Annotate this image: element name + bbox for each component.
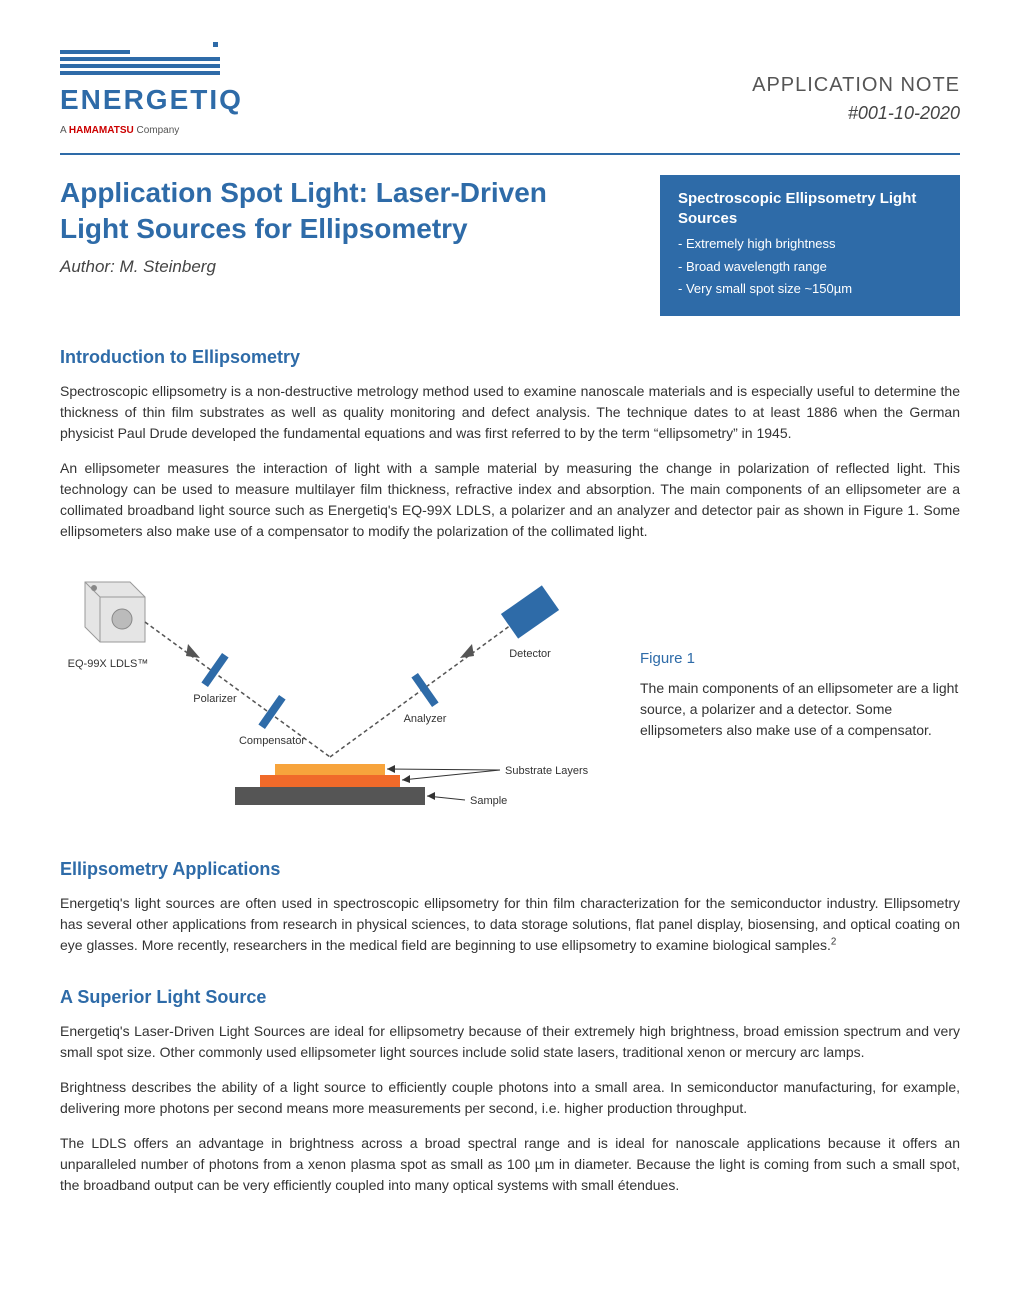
analyzer-label: Analyzer [404,713,447,725]
title-block: Application Spot Light: Laser-Driven Lig… [60,175,630,279]
logo-bars-icon [60,50,220,75]
figure-caption-text: The main components of an ellipsometer a… [640,678,960,741]
substrate-mid-icon [260,775,400,787]
main-title: Application Spot Light: Laser-Driven Lig… [60,175,630,248]
sidebar-item: Very small spot size ~150µm [678,279,942,299]
section-title-superior: A Superior Light Source [60,984,960,1011]
appnote-number: #001-10-2020 [752,100,960,127]
polarizer-icon [201,652,228,686]
sidebar-list: Extremely high brightness Broad waveleng… [678,234,942,299]
applications-paragraph: Energetiq's light sources are often used… [60,893,960,956]
applications-sup: 2 [831,936,836,947]
substrate-label: Substrate Layers [505,765,589,777]
substrate-arrow-icon [402,770,500,780]
intro-paragraph-2: An ellipsometer measures the interaction… [60,458,960,542]
logo-subtitle: A HAMAMATSU Company [60,123,243,138]
arrow-head-icon [402,775,410,783]
title-line-1: Application Spot Light: Laser-Driven [60,177,547,208]
beam-arrow-icon [460,644,474,658]
logo-text: ENERGETIQ [60,79,243,121]
sample-base-icon [235,787,425,805]
polarizer-label: Polarizer [193,693,237,705]
logo-sub-suffix: Company [134,125,180,136]
light-source-icon [85,582,145,642]
applications-text: Energetiq's light sources are often used… [60,895,960,953]
detector-icon [501,585,559,638]
figure-diagram: EQ-99X LDLS™ Polarizer Compensator [60,562,600,828]
section-title-intro: Introduction to Ellipsometry [60,344,960,371]
intro-paragraph-1: Spectroscopic ellipsometry is a non-dest… [60,381,960,444]
substrate-arrow-icon [387,769,500,770]
compensator-label: Compensator [239,735,305,747]
sample-label: Sample [470,795,507,807]
sidebar-box: Spectroscopic Ellipsometry Light Sources… [660,175,960,316]
ellipsometer-diagram-icon: EQ-99X LDLS™ Polarizer Compensator [60,562,600,822]
figure-label: Figure 1 [640,648,960,671]
superior-paragraph-3: The LDLS offers an advantage in brightne… [60,1133,960,1196]
substrate-top-icon [275,764,385,775]
arrow-head-icon [387,765,395,773]
source-label: EQ-99X LDLS™ [68,658,149,670]
logo-sub-brand: HAMAMATSU [69,125,134,136]
compensator-icon [258,694,285,728]
logo-sub-prefix: A [60,125,69,136]
arrow-head-icon [427,792,435,800]
beam-arrow-icon [186,644,200,658]
company-logo: ENERGETIQ A HAMAMATSU Company [60,50,243,138]
analyzer-icon [411,672,438,706]
detector-label: Detector [509,648,551,660]
page-header: ENERGETIQ A HAMAMATSU Company APPLICATIO… [60,50,960,138]
figure-1: EQ-99X LDLS™ Polarizer Compensator [60,562,960,828]
title-row: Application Spot Light: Laser-Driven Lig… [60,175,960,316]
section-title-applications: Ellipsometry Applications [60,856,960,883]
superior-paragraph-1: Energetiq's Laser-Driven Light Sources a… [60,1021,960,1063]
author: Author: M. Steinberg [60,254,630,280]
superior-paragraph-2: Brightness describes the ability of a li… [60,1077,960,1119]
header-divider [60,153,960,155]
appnote-label: APPLICATION NOTE [752,70,960,100]
figure-caption: Figure 1 The main components of an ellip… [640,648,960,742]
title-line-2: Light Sources for Ellipsometry [60,213,468,244]
application-note-header: APPLICATION NOTE #001-10-2020 [752,70,960,127]
sidebar-item: Extremely high brightness [678,234,942,254]
sidebar-item: Broad wavelength range [678,257,942,277]
sidebar-title: Spectroscopic Ellipsometry Light Sources [678,189,942,228]
